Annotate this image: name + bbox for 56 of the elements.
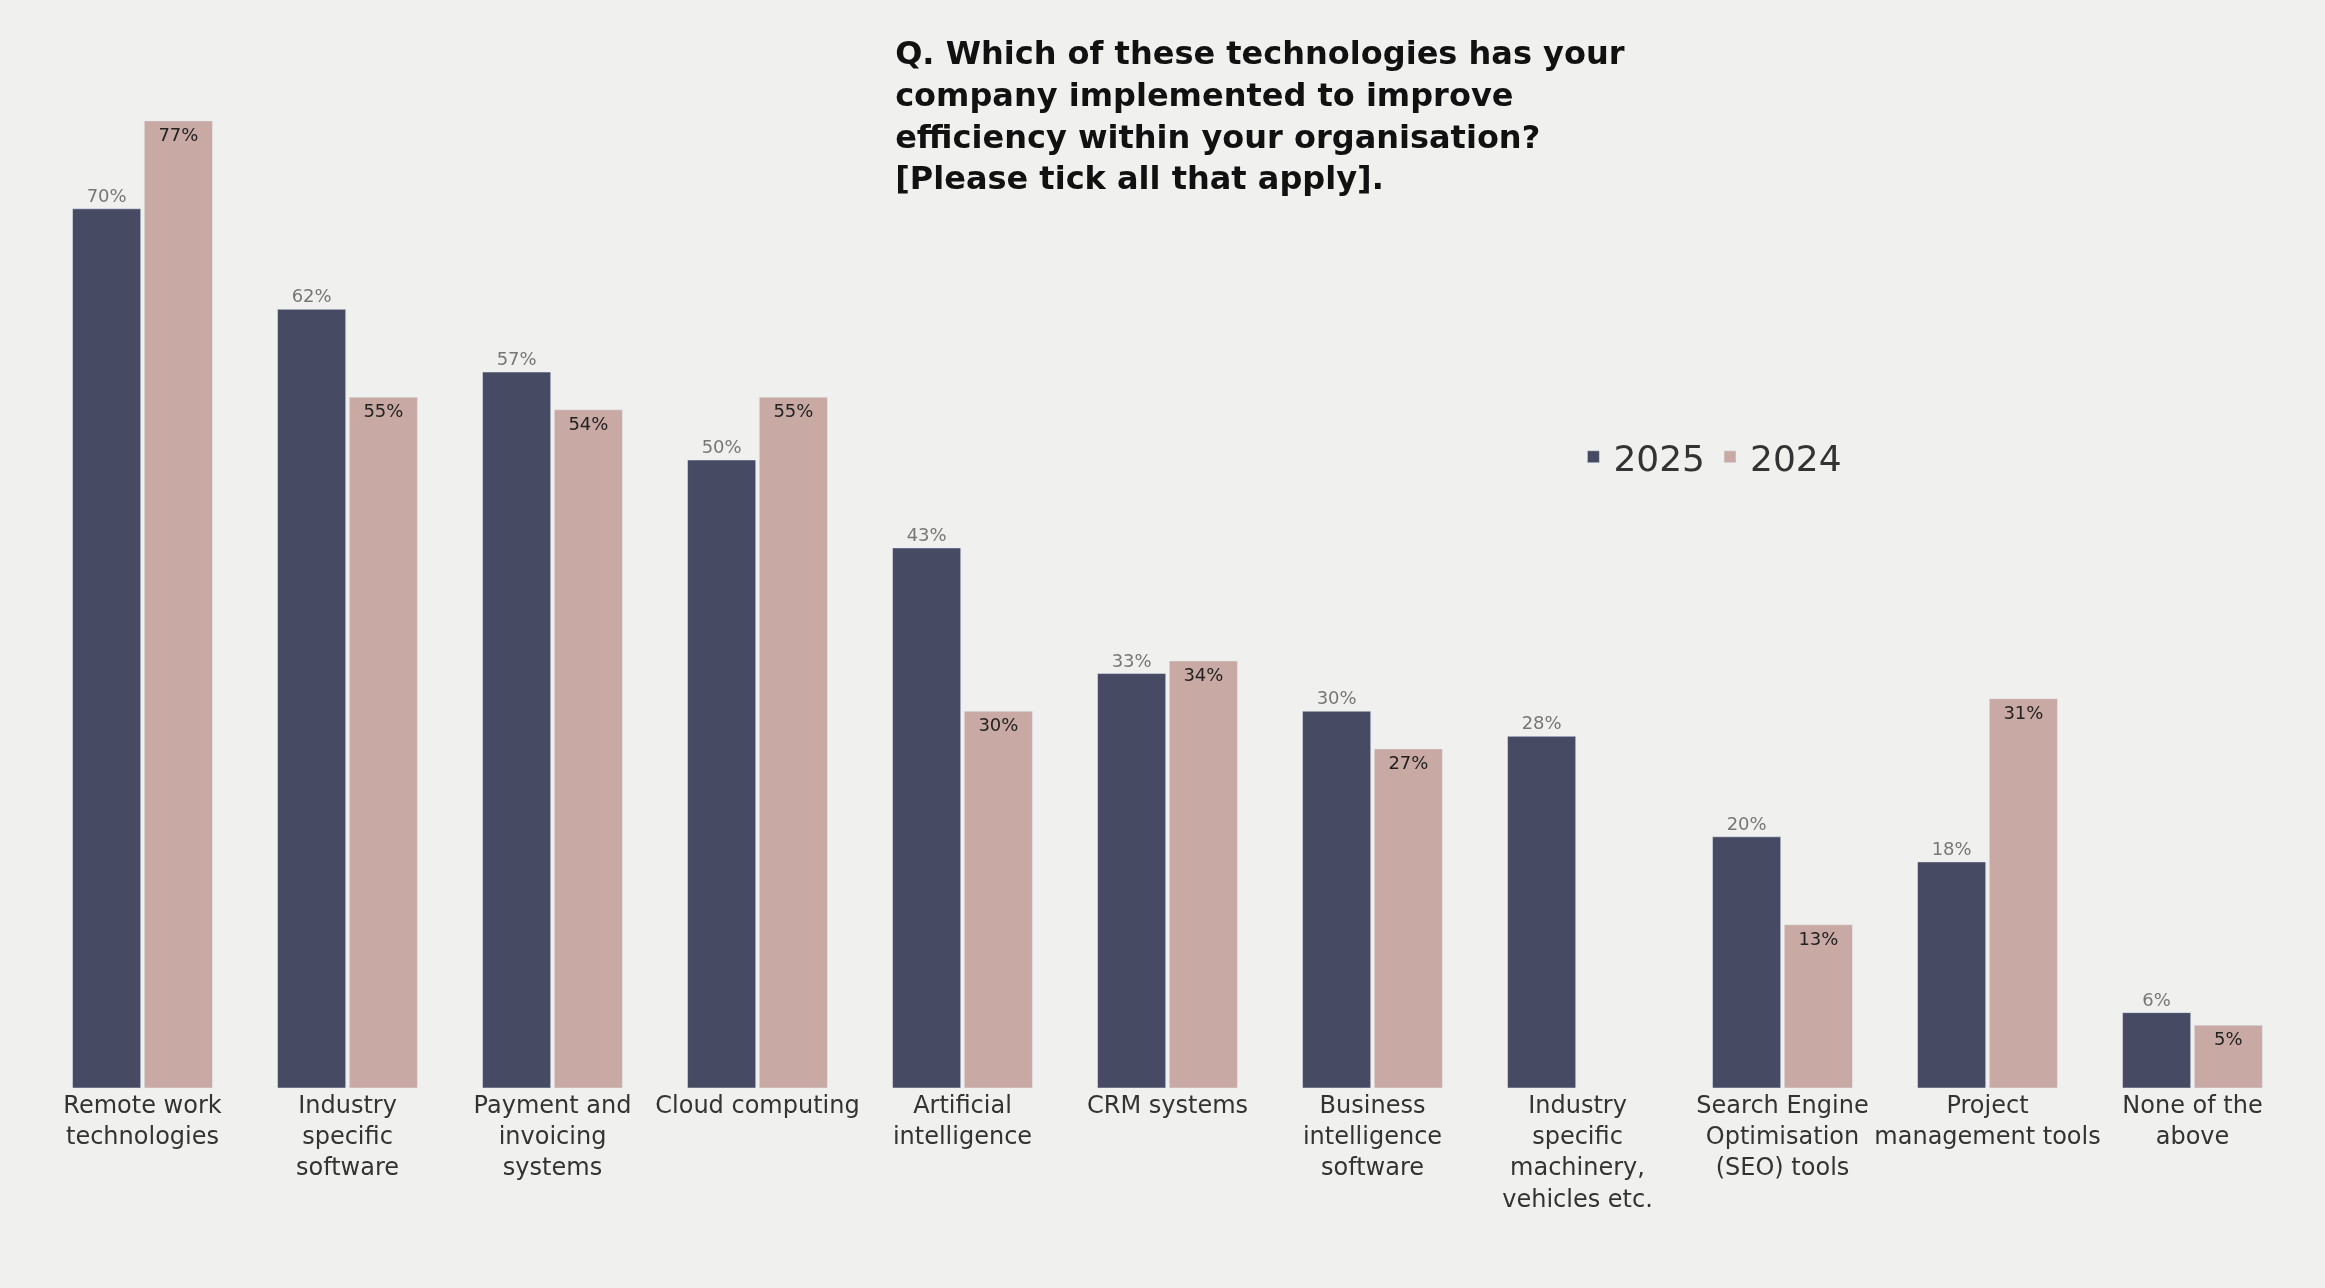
bar (554, 409, 623, 1088)
chart-title: Q. Which of these technologies has your company implemented to improve efficiency within your organisation? [Please tick all that apply]. (895, 34, 1625, 198)
x-tick-label: Industry specific software (295, 1091, 400, 1182)
x-tick-label: Industry specific machinery, vehicles etc. (1502, 1091, 1653, 1213)
bar (964, 710, 1033, 1088)
data-label: 43% (906, 523, 947, 545)
bar (277, 309, 346, 1088)
data-label: 33% (1111, 649, 1152, 671)
bar (687, 459, 756, 1088)
data-label: 77% (158, 123, 199, 145)
bar (1784, 924, 1853, 1088)
data-label: 30% (978, 714, 1019, 736)
data-label: 28% (1521, 712, 1562, 734)
bar (1097, 673, 1166, 1088)
bar (1507, 736, 1576, 1088)
x-tick-label: Remote work technologies (63, 1091, 222, 1151)
x-tick-label: Search Engine Optimisation (SEO) tools (1696, 1091, 1869, 1182)
bar (1989, 698, 2058, 1088)
bar (1169, 660, 1238, 1088)
bar (2194, 1024, 2263, 1088)
data-label: 6% (2142, 988, 2171, 1010)
data-label: 13% (1798, 927, 1839, 949)
bar (892, 547, 961, 1088)
bar (1712, 836, 1781, 1088)
legend-label: 2024 (1750, 437, 1842, 479)
x-tick-label: Business intelligence software (1302, 1091, 1443, 1182)
data-label: 55% (363, 400, 404, 422)
bar (482, 371, 551, 1088)
x-tick-label: Payment and invoicing systems (473, 1091, 632, 1182)
data-label: 70% (86, 184, 127, 206)
data-label: 18% (1931, 837, 1972, 859)
data-label: 62% (291, 285, 332, 307)
data-label: 50% (701, 436, 742, 458)
data-label: 27% (1388, 751, 1429, 773)
bar (1374, 748, 1443, 1088)
bar (72, 208, 141, 1088)
x-tick-label: None of the above (2122, 1091, 2263, 1151)
data-label: 57% (496, 348, 537, 370)
bar (1302, 710, 1371, 1088)
data-label: 31% (2003, 701, 2044, 723)
data-label: 54% (568, 412, 609, 434)
data-label: 55% (773, 400, 814, 422)
x-tick-label: Artificial intelligence (892, 1091, 1033, 1151)
legend-label: 2025 (1613, 437, 1706, 479)
data-label: 30% (1316, 687, 1357, 709)
data-label: 34% (1183, 663, 1224, 685)
x-tick-label: Cloud computing (655, 1091, 860, 1119)
bar (144, 120, 213, 1088)
bar (349, 396, 418, 1088)
bar (2122, 1012, 2191, 1088)
x-tick-label: Project management tools (1874, 1091, 2101, 1151)
data-label: 20% (1726, 812, 1767, 834)
bar (1917, 861, 1986, 1088)
x-tick-label: CRM systems (1086, 1091, 1249, 1119)
bar (759, 396, 828, 1088)
data-label: 5% (2214, 1028, 2243, 1050)
